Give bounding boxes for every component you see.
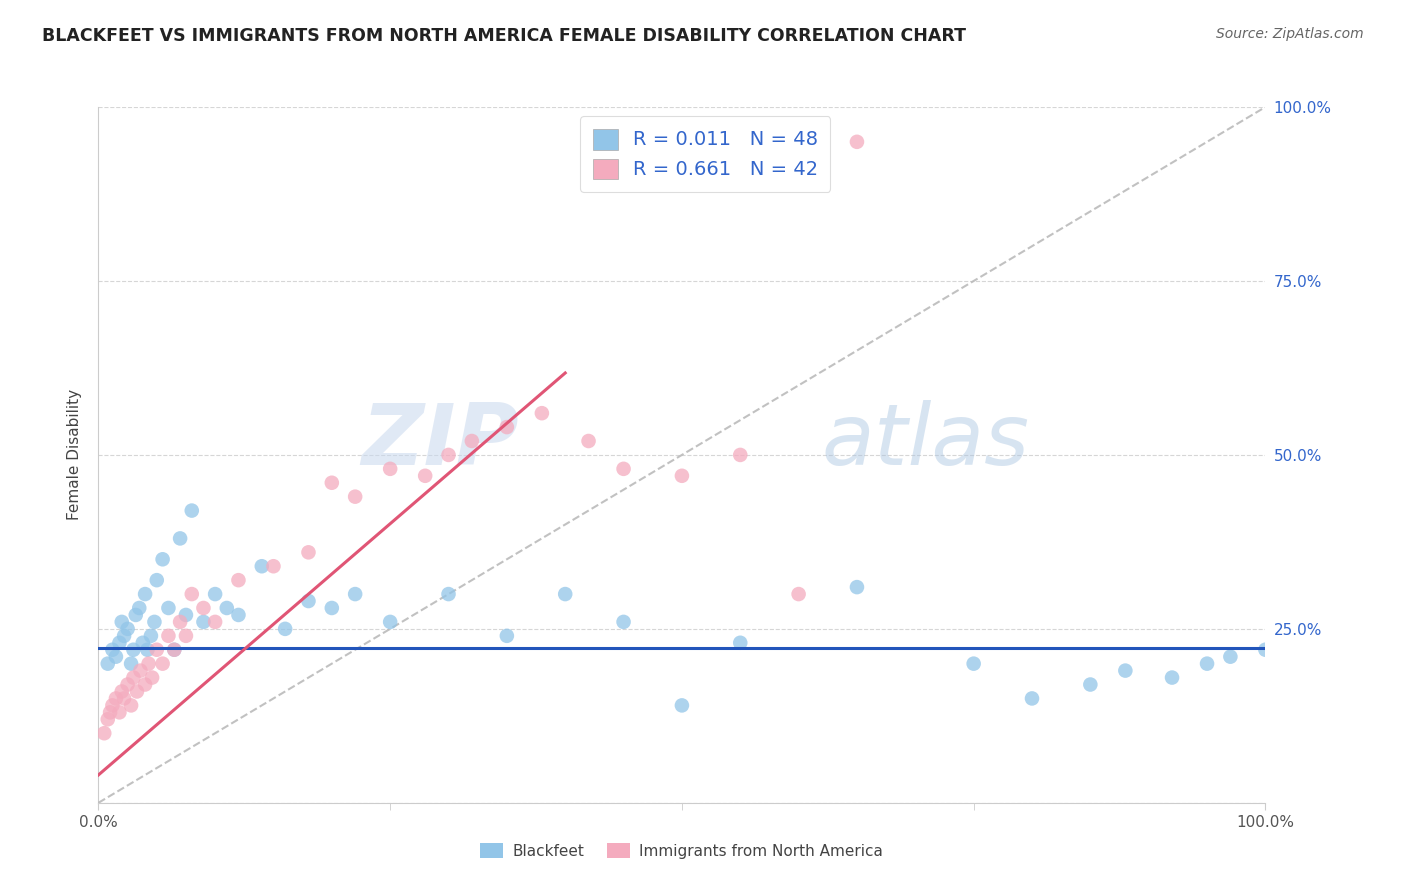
Point	[413, 468, 436, 483]
Text: atlas: atlas	[823, 400, 1031, 483]
Point	[112, 691, 135, 706]
Point	[495, 629, 517, 643]
Point	[228, 607, 250, 622]
Point	[671, 468, 693, 483]
Point	[297, 545, 319, 559]
Point	[180, 503, 202, 517]
Point	[180, 587, 202, 601]
Point	[228, 573, 250, 587]
Point	[111, 684, 134, 698]
Point	[204, 587, 226, 601]
Point	[1161, 671, 1184, 685]
Point	[250, 559, 273, 574]
Point	[101, 642, 124, 657]
Point	[437, 448, 460, 462]
Point	[321, 475, 343, 490]
Point	[215, 601, 238, 615]
Point	[97, 657, 120, 671]
Point	[146, 573, 169, 587]
Point	[671, 698, 693, 713]
Point	[846, 580, 869, 594]
Point	[174, 607, 197, 622]
Point	[262, 559, 284, 574]
Point	[204, 615, 226, 629]
Point	[378, 462, 402, 476]
Point	[787, 587, 810, 601]
Point	[613, 462, 636, 476]
Point	[461, 434, 484, 448]
Point	[134, 587, 156, 601]
Point	[344, 587, 367, 601]
Point	[120, 657, 142, 671]
Point	[846, 135, 869, 149]
Point	[141, 671, 163, 685]
Point	[157, 629, 180, 643]
Point	[136, 642, 159, 657]
Point	[437, 587, 460, 601]
Point	[152, 657, 174, 671]
Point	[297, 594, 319, 608]
Point	[1080, 677, 1102, 691]
Point	[128, 601, 150, 615]
Point	[378, 615, 402, 629]
Point	[111, 615, 134, 629]
Point	[122, 642, 145, 657]
Point	[344, 490, 367, 504]
Point	[1219, 649, 1241, 664]
Point	[495, 420, 517, 434]
Y-axis label: Female Disability: Female Disability	[67, 389, 83, 521]
Point	[125, 684, 148, 698]
Point	[101, 698, 124, 713]
Point	[122, 671, 145, 685]
Point	[108, 706, 131, 720]
Point	[108, 636, 131, 650]
Point	[163, 642, 186, 657]
Point	[1254, 642, 1277, 657]
Point	[274, 622, 297, 636]
Point	[157, 601, 180, 615]
Legend: Blackfeet, Immigrants from North America: Blackfeet, Immigrants from North America	[474, 837, 890, 864]
Point	[146, 642, 169, 657]
Point	[104, 691, 127, 706]
Text: Source: ZipAtlas.com: Source: ZipAtlas.com	[1216, 27, 1364, 41]
Point	[530, 406, 553, 420]
Point	[139, 629, 162, 643]
Point	[193, 601, 215, 615]
Point	[125, 607, 148, 622]
Point	[1021, 691, 1043, 706]
Point	[174, 629, 197, 643]
Point	[132, 636, 155, 650]
Point	[1114, 664, 1136, 678]
Point	[138, 657, 160, 671]
Point	[962, 657, 984, 671]
Point	[97, 712, 120, 726]
Point	[152, 552, 174, 566]
Point	[613, 615, 636, 629]
Point	[163, 642, 186, 657]
Point	[98, 706, 121, 720]
Point	[117, 622, 139, 636]
Point	[129, 664, 152, 678]
Text: ZIP: ZIP	[361, 400, 519, 483]
Point	[120, 698, 142, 713]
Point	[578, 434, 600, 448]
Point	[1195, 657, 1218, 671]
Point	[193, 615, 215, 629]
Point	[169, 532, 191, 546]
Point	[554, 587, 576, 601]
Point	[112, 629, 135, 643]
Point	[104, 649, 127, 664]
Text: BLACKFEET VS IMMIGRANTS FROM NORTH AMERICA FEMALE DISABILITY CORRELATION CHART: BLACKFEET VS IMMIGRANTS FROM NORTH AMERI…	[42, 27, 966, 45]
Point	[93, 726, 115, 740]
Point	[169, 615, 191, 629]
Point	[134, 677, 156, 691]
Point	[143, 615, 166, 629]
Point	[321, 601, 343, 615]
Point	[730, 448, 752, 462]
Point	[117, 677, 139, 691]
Point	[730, 636, 752, 650]
